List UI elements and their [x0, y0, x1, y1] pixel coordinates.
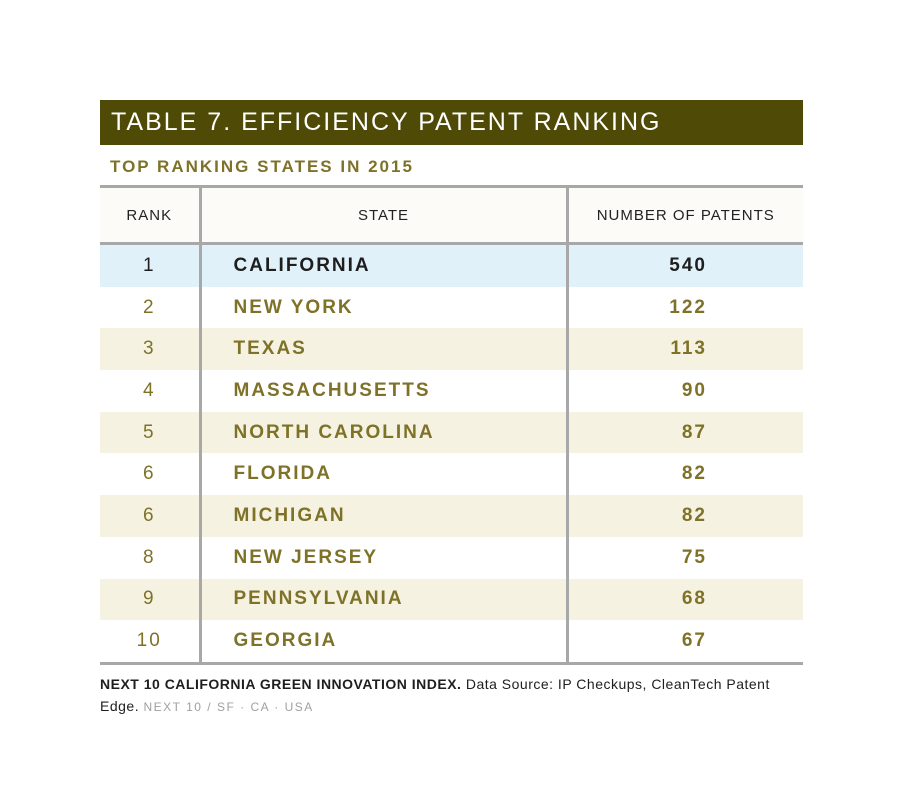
state-cell: GEORGIA	[200, 620, 569, 665]
rank-cell: 1	[100, 243, 202, 287]
footnote-org: NEXT 10 / SF · CA · USA	[143, 700, 314, 714]
patents-cell: 122	[567, 286, 803, 329]
table-row: 5 NORTH CAROLINA 87	[100, 411, 803, 454]
table-body: 1 CALIFORNIA 540 2 NEW YORK 122 3 TEXAS 113 4 MASS…	[100, 243, 803, 665]
patents-cell: 113	[567, 328, 803, 371]
table-subtitle: TOP RANKING STATES IN 2015	[110, 157, 414, 176]
column-header-patents: NUMBER OF PATENTS	[567, 185, 803, 245]
state-cell: FLORIDA	[200, 453, 569, 496]
ranking-table-container: RANK STATE NUMBER OF PATENTS 1 CALIFORNIA…	[100, 185, 803, 665]
header-row: RANK STATE NUMBER OF PATENTS	[100, 185, 803, 245]
patents-cell: 82	[567, 453, 803, 496]
table-title-bar: TABLE 7. EFFICIENCY PATENT RANKING	[100, 100, 803, 145]
state-cell: NEW YORK	[200, 286, 569, 329]
table-row: 10 GEORGIA 67	[100, 620, 803, 665]
rank-cell: 5	[100, 411, 202, 454]
state-cell: NEW JERSEY	[200, 536, 569, 579]
state-cell: NORTH CAROLINA	[200, 411, 569, 454]
rank-cell: 9	[100, 578, 202, 621]
rank-cell: 3	[100, 328, 202, 371]
patents-cell: 75	[567, 536, 803, 579]
rank-cell: 6	[100, 453, 202, 496]
rank-cell: 6	[100, 495, 202, 537]
patents-cell: 67	[567, 620, 803, 665]
table-row: 6 MICHIGAN 82	[100, 495, 803, 537]
column-header-rank: RANK	[100, 185, 202, 245]
state-cell: MICHIGAN	[200, 495, 569, 537]
table-row: 2 NEW YORK 122	[100, 286, 803, 329]
patents-cell: 87	[567, 411, 803, 454]
patents-cell: 540	[567, 243, 803, 287]
column-header-state: STATE	[200, 185, 569, 245]
state-cell: CALIFORNIA	[200, 243, 569, 287]
footnote-source: Data Source: IP Checkups, CleanTech Pate…	[100, 676, 770, 714]
table-row: 8 NEW JERSEY 75	[100, 536, 803, 579]
table-row: 4 MASSACHUSETTS 90	[100, 370, 803, 412]
state-cell: MASSACHUSETTS	[200, 370, 569, 412]
rank-cell: 4	[100, 370, 202, 412]
footnote-title: NEXT 10 CALIFORNIA GREEN INNOVATION INDE…	[100, 676, 462, 692]
table-title: TABLE 7. EFFICIENCY PATENT RANKING	[111, 108, 662, 136]
table-row: 6 FLORIDA 82	[100, 453, 803, 496]
patents-cell: 68	[567, 578, 803, 621]
rank-cell: 8	[100, 536, 202, 579]
state-cell: PENNSYLVANIA	[200, 578, 569, 621]
rank-cell: 10	[100, 620, 202, 665]
table-row: 9 PENNSYLVANIA 68	[100, 578, 803, 621]
rank-cell: 2	[100, 286, 202, 329]
ranking-table: RANK STATE NUMBER OF PATENTS 1 CALIFORNIA…	[100, 185, 803, 665]
table-row: 3 TEXAS 113	[100, 328, 803, 371]
patents-cell: 90	[567, 370, 803, 412]
footnote: NEXT 10 CALIFORNIA GREEN INNOVATION INDE…	[100, 673, 800, 718]
state-cell: TEXAS	[200, 328, 569, 371]
table-row: 1 CALIFORNIA 540	[100, 243, 803, 287]
patents-cell: 82	[567, 495, 803, 537]
table-header: RANK STATE NUMBER OF PATENTS	[100, 185, 803, 245]
